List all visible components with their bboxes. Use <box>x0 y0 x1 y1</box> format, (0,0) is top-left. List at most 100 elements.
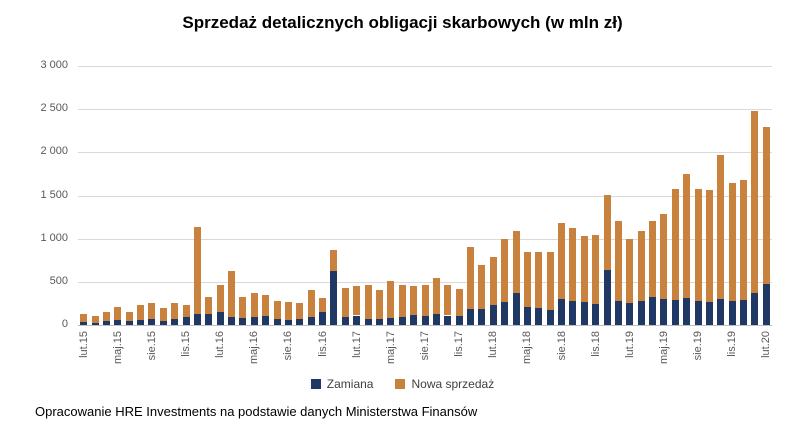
bar-nowa-sprzedaz-sty.17 <box>341 287 349 318</box>
bar-zamiana-gru.19 <box>740 299 748 325</box>
bar-nowa-sprzedaz-cze.15 <box>125 312 133 322</box>
bar-zamiana-cze.15 <box>125 321 133 325</box>
y-tick-label: 3 000 <box>40 59 68 71</box>
bar-zamiana-sty.20 <box>751 293 759 325</box>
bar-nowa-sprzedaz-paź.18 <box>580 236 588 303</box>
bar-zamiana-mar.15 <box>91 322 99 325</box>
bar-zamiana-gru.17 <box>467 309 474 325</box>
bar-nowa-sprzedaz-lut.19 <box>626 238 634 303</box>
bar-nowa-sprzedaz-lip.18 <box>546 251 554 311</box>
gridline <box>78 152 772 154</box>
bar-zamiana-lut.15 <box>80 321 88 325</box>
x-tick-label: lis.17 <box>453 331 466 357</box>
bar-nowa-sprzedaz-sie.15 <box>148 303 156 320</box>
bar-nowa-sprzedaz-mar.15 <box>91 315 99 323</box>
bar-zamiana-cze.19 <box>671 299 679 325</box>
bar-zamiana-wrz.15 <box>159 320 167 325</box>
x-tick-label: maj.19 <box>657 331 670 365</box>
bar-nowa-sprzedaz-lis.17 <box>455 289 463 316</box>
y-tick-label: 1 000 <box>40 231 68 244</box>
bar-nowa-sprzedaz-wrz.18 <box>569 228 577 301</box>
bar-zamiana-lut.20 <box>762 283 770 325</box>
x-tick-label: lis.16 <box>316 331 329 357</box>
bar-nowa-sprzedaz-maj.19 <box>660 214 668 300</box>
bar-nowa-sprzedaz-lis.15 <box>182 304 190 317</box>
bar-zamiana-mar.16 <box>228 316 236 325</box>
bar-zamiana-lut.17 <box>353 315 361 325</box>
bar-zamiana-cze.17 <box>398 317 406 325</box>
bar-zamiana-lip.19 <box>683 298 691 325</box>
bar-nowa-sprzedaz-mar.17 <box>364 285 372 319</box>
bar-nowa-sprzedaz-maj.18 <box>523 251 531 307</box>
bar-nowa-sprzedaz-wrz.19 <box>705 190 713 302</box>
x-tick-label: maj.15 <box>111 331 124 365</box>
bar-zamiana-sie.16 <box>284 319 292 325</box>
bar-nowa-sprzedaz-maj.15 <box>114 307 122 321</box>
bar-zamiana-kwi.15 <box>102 321 110 325</box>
x-tick-label: lis.19 <box>726 331 739 357</box>
x-tick-label: lut.17 <box>350 331 363 358</box>
x-tick-label: sie.15 <box>145 331 158 361</box>
bar-nowa-sprzedaz-sty.18 <box>478 264 486 309</box>
bar-zamiana-cze.16 <box>262 316 270 325</box>
x-tick-label: lut.18 <box>487 331 500 358</box>
bar-zamiana-gru.16 <box>330 271 338 325</box>
bar-nowa-sprzedaz-kwi.19 <box>649 220 657 297</box>
y-tick-label: 2 500 <box>40 102 68 115</box>
bar-nowa-sprzedaz-maj.17 <box>387 280 395 318</box>
bar-zamiana-sty.18 <box>478 308 486 325</box>
bar-zamiana-wrz.16 <box>296 318 304 325</box>
bar-nowa-sprzedaz-lip.15 <box>137 304 145 320</box>
bar-nowa-sprzedaz-mar.16 <box>228 270 236 317</box>
legend-label-nowa-sprzedaz: Nowa sprzedaż <box>411 377 495 391</box>
bar-nowa-sprzedaz-lut.17 <box>353 285 361 316</box>
bar-nowa-sprzedaz-lip.16 <box>273 300 281 319</box>
bar-zamiana-kwi.17 <box>375 319 383 325</box>
bar-zamiana-lis.16 <box>319 312 327 325</box>
bar-nowa-sprzedaz-sie.19 <box>694 188 702 301</box>
bar-nowa-sprzedaz-lut.16 <box>216 285 224 313</box>
x-tick-label: sie.16 <box>282 331 295 361</box>
x-tick-label: maj.18 <box>521 331 534 365</box>
bar-nowa-sprzedaz-maj.16 <box>250 293 258 318</box>
chart-title: Sprzedaż detalicznych obligacji skarbowy… <box>182 13 623 32</box>
bar-nowa-sprzedaz-cze.18 <box>535 252 543 309</box>
bar-zamiana-kwi.18 <box>512 293 520 325</box>
x-axis-line <box>78 325 772 326</box>
bar-nowa-sprzedaz-paź.15 <box>171 302 179 319</box>
x-tick-label: lut.20 <box>760 331 773 358</box>
x-tick-label: maj.16 <box>248 331 261 365</box>
plot-area <box>78 66 772 326</box>
bar-nowa-sprzedaz-lut.15 <box>80 313 88 322</box>
bar-zamiana-sty.17 <box>341 317 349 325</box>
legend-item-zamiana: Zamiana <box>310 377 373 391</box>
bar-zamiana-lis.18 <box>592 303 600 325</box>
bar-zamiana-paź.17 <box>444 315 452 325</box>
bar-nowa-sprzedaz-sty.19 <box>614 221 622 301</box>
legend-swatch-nowa-sprzedaz <box>395 379 406 389</box>
bar-nowa-sprzedaz-lip.17 <box>410 285 418 315</box>
gridline <box>78 66 772 67</box>
y-tick-label: 0 <box>61 318 68 330</box>
bar-zamiana-mar.17 <box>364 318 372 325</box>
bar-nowa-sprzedaz-wrz.15 <box>159 307 167 321</box>
gridline <box>78 109 772 111</box>
bar-nowa-sprzedaz-cze.17 <box>398 284 406 318</box>
bar-zamiana-paź.19 <box>717 299 725 325</box>
bar-nowa-sprzedaz-kwi.16 <box>239 296 247 318</box>
bar-zamiana-cze.18 <box>535 308 543 325</box>
bar-nowa-sprzedaz-kwi.15 <box>102 311 110 322</box>
bar-nowa-sprzedaz-cze.16 <box>262 295 270 317</box>
bar-nowa-sprzedaz-gru.17 <box>467 247 474 310</box>
gridline <box>78 195 772 197</box>
x-tick-label: sie.17 <box>419 331 431 361</box>
bar-nowa-sprzedaz-gru.18 <box>603 194 611 270</box>
bar-nowa-sprzedaz-mar.18 <box>501 238 509 303</box>
x-tick-label: lis.18 <box>589 331 602 357</box>
legend: Zamiana Nowa sprzedaż <box>0 377 805 391</box>
bar-zamiana-sie.17 <box>421 315 429 325</box>
bar-zamiana-kwi.16 <box>239 317 247 325</box>
bar-nowa-sprzedaz-paź.16 <box>307 290 315 317</box>
bar-nowa-sprzedaz-lut.18 <box>489 256 497 305</box>
x-tick-label: sie.19 <box>692 331 705 361</box>
